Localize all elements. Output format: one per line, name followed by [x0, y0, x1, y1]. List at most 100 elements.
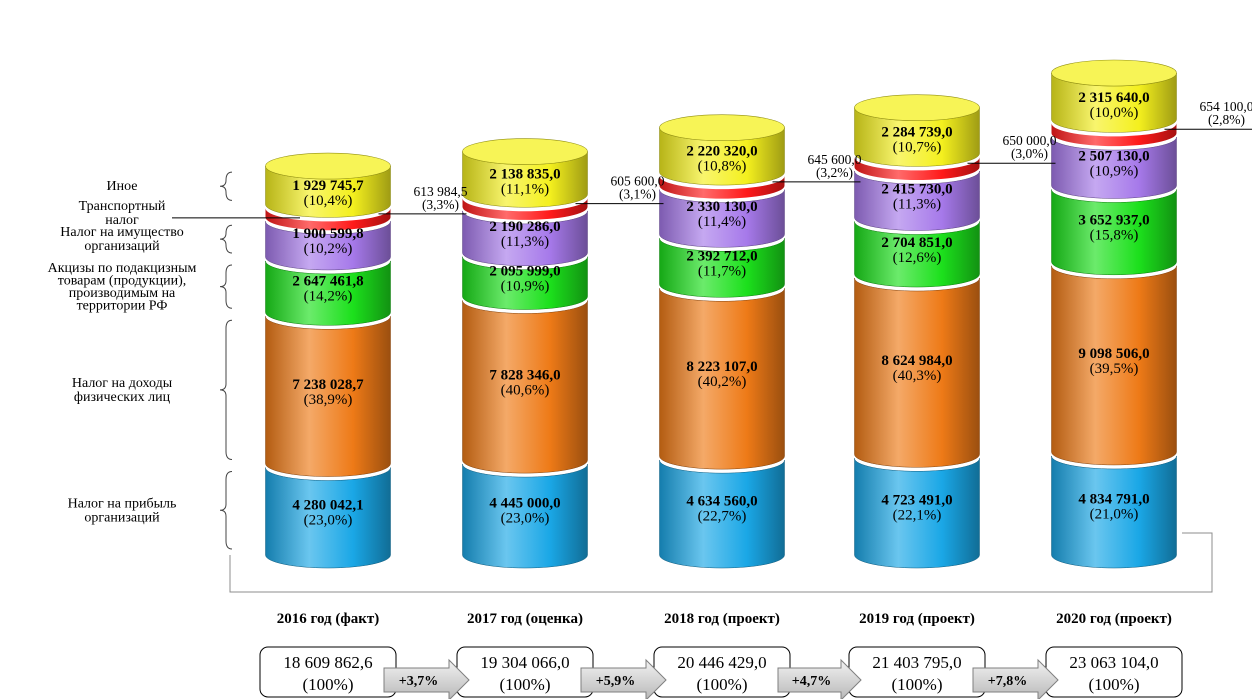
legend-label: территории РФ — [77, 298, 168, 313]
transport-callout-percent: (3,0%) — [1011, 146, 1048, 161]
transport-callout-value: 605 600,0 — [611, 174, 665, 189]
growth-arrow — [580, 658, 667, 699]
category-label: 2016 год (факт) — [277, 611, 379, 627]
bar-segment-1-2 — [659, 288, 785, 470]
data-label-value: 3 652 937,0 — [1078, 213, 1149, 229]
data-label-percent: (10,7%) — [893, 139, 942, 155]
bar-segment-0-3 — [854, 458, 980, 569]
legend-label: Транспортный — [79, 199, 166, 214]
data-label-value: 4 280 042,1 — [292, 497, 363, 513]
data-label-value: 4 723 491,0 — [881, 493, 952, 509]
total-value: 20 446 429,0 — [677, 653, 766, 672]
data-label-value: 7 828 346,0 — [489, 367, 560, 383]
data-label-value: 2 647 461,8 — [292, 274, 363, 290]
data-label-percent: (10,2%) — [304, 241, 353, 257]
data-label-percent: (21,0%) — [1090, 506, 1139, 522]
bar-segment-4-1 — [462, 198, 588, 220]
growth-arrow — [777, 658, 862, 699]
legend-brace — [219, 171, 233, 201]
data-label-percent: (39,5%) — [1090, 361, 1139, 377]
data-label-value: 4 445 000,0 — [489, 496, 560, 512]
column-2 — [659, 114, 785, 569]
data-label-percent: (10,9%) — [1090, 163, 1139, 179]
data-label-value: 2 415 730,0 — [881, 181, 952, 197]
transport-callout-percent: (3,2%) — [816, 165, 853, 180]
bar-segment-4-3 — [854, 157, 980, 181]
bar-segment-4-4 — [1051, 123, 1177, 147]
bar-segment-3-4 — [1051, 137, 1177, 199]
data-label-value: 2 507 130,0 — [1078, 148, 1149, 164]
bar-segment-3-2 — [659, 189, 785, 248]
data-label-percent: (10,8%) — [698, 158, 747, 174]
data-label-percent: (38,9%) — [304, 392, 353, 408]
transport-callout-percent: (3,1%) — [619, 187, 656, 202]
legend-label: производимым на — [69, 286, 176, 301]
total-value: 23 063 104,0 — [1069, 653, 1158, 672]
data-label-percent: (14,2%) — [304, 289, 353, 305]
bar-segment-3-1 — [462, 210, 588, 266]
growth-label: +3,7% — [399, 674, 438, 689]
data-label-percent: (11,4%) — [698, 214, 746, 230]
data-label-value: 2 704 851,0 — [881, 235, 952, 251]
data-label-percent: (40,2%) — [698, 374, 747, 390]
growth-arrow — [972, 658, 1059, 699]
data-label-percent: (11,3%) — [893, 196, 941, 212]
bar-segment-2-4 — [1051, 189, 1177, 276]
data-label-percent: (22,7%) — [698, 509, 747, 525]
data-label-percent: (11,7%) — [698, 263, 746, 279]
transport-callout-value: 650 000,0 — [1003, 133, 1057, 148]
data-label-percent: (11,1%) — [501, 181, 549, 197]
data-label-value: 2 392 712,0 — [686, 248, 757, 264]
column-top-cap-0 — [265, 152, 391, 180]
total-percent: (100%) — [892, 675, 943, 694]
legend-label: Иное — [107, 179, 138, 194]
total-percent: (100%) — [1089, 675, 1140, 694]
total-percent: (100%) — [303, 675, 354, 694]
column-3 — [854, 94, 980, 569]
category-label: 2019 год (проект) — [859, 611, 975, 627]
growth-arrow — [383, 658, 470, 699]
data-label-percent: (10,0%) — [1090, 105, 1139, 121]
data-label-value: 8 223 107,0 — [686, 359, 757, 375]
data-label-value: 1 929 745,7 — [292, 178, 364, 194]
legend-label: организаций — [84, 239, 160, 254]
bar-segment-1-3 — [854, 278, 980, 468]
data-label-percent: (22,1%) — [893, 508, 942, 524]
column-top-cap-2 — [659, 114, 785, 141]
growth-label: +5,9% — [596, 674, 635, 689]
legend-label: организаций — [84, 510, 160, 525]
data-label-value: 8 624 984,0 — [881, 353, 952, 369]
data-label-percent: (12,6%) — [893, 250, 942, 266]
data-label-value: 2 138 835,0 — [489, 166, 560, 182]
data-label-value: 2 284 739,0 — [881, 124, 952, 140]
category-label: 2018 год (проект) — [664, 611, 780, 627]
bar-segment-1-0 — [265, 316, 391, 477]
category-label: 2017 год (оценка) — [467, 611, 583, 627]
category-label: 2020 год (проект) — [1056, 611, 1172, 627]
data-label-percent: (40,6%) — [501, 382, 550, 398]
column-top-cap-1 — [462, 138, 588, 165]
bar-segment-0-2 — [659, 460, 785, 569]
data-label-value: 9 098 506,0 — [1078, 346, 1149, 362]
transport-callout-percent: (2,8%) — [1208, 112, 1245, 127]
data-label-percent: (23,0%) — [501, 511, 550, 527]
total-value: 19 304 066,0 — [480, 653, 569, 672]
data-label-value: 1 900 599,8 — [292, 226, 363, 242]
data-label-percent: (40,3%) — [893, 368, 942, 384]
legend-label: Налог на имущество — [60, 225, 183, 240]
legend-label: товарам (продукции), — [58, 273, 186, 288]
transport-callout-value: 654 100,0 — [1200, 99, 1252, 114]
bar-segment-2-0 — [265, 260, 391, 326]
data-label-value: 2 315 640,0 — [1078, 90, 1149, 106]
legend-label: налог — [105, 213, 139, 228]
bar-segment-1-1 — [462, 300, 588, 474]
bar-segment-1-4 — [1051, 265, 1177, 466]
total-percent: (100%) — [697, 675, 748, 694]
bar-segment-2-1 — [462, 256, 588, 310]
total-percent: (100%) — [500, 675, 551, 694]
column-0 — [265, 152, 391, 569]
legend-label: Налог на доходы — [72, 376, 173, 391]
data-label-value: 2 330 130,0 — [686, 199, 757, 215]
data-label-percent: (11,3%) — [501, 234, 549, 250]
